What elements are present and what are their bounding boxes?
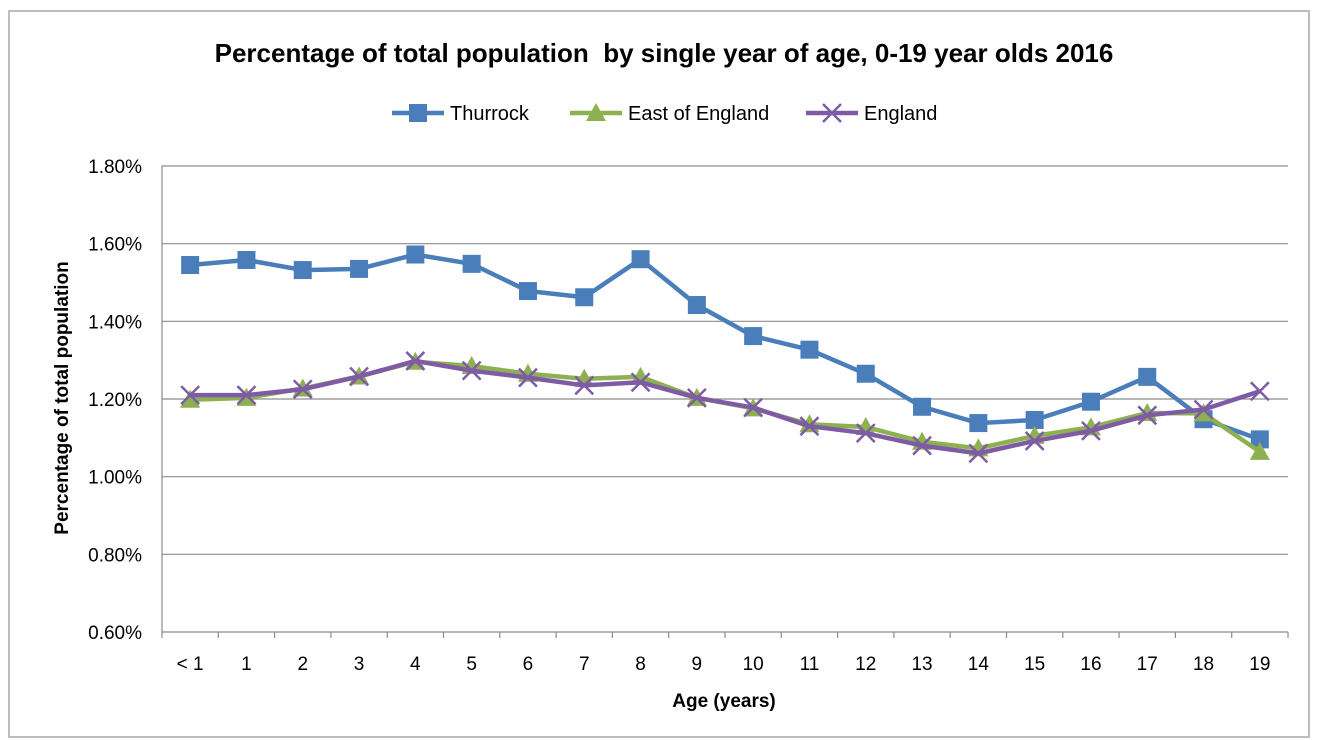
legend-item: East of England: [570, 103, 769, 125]
x-tick-label: 13: [911, 654, 932, 675]
data-point-square: [406, 245, 425, 264]
x-tick-label: 11: [800, 654, 820, 675]
x-tick-label: 15: [1024, 654, 1045, 675]
x-tick-label: 17: [1137, 654, 1158, 675]
data-point-x: [236, 385, 257, 406]
legend-label: Thurrock: [450, 103, 530, 125]
legend-label: England: [864, 103, 937, 125]
data-point-triangle: [180, 389, 201, 408]
data-point-square: [1081, 392, 1100, 411]
data-point-x: [1193, 399, 1214, 420]
gridlines: [161, 165, 1288, 633]
data-point-square: [237, 250, 256, 269]
data-point-x: [1081, 420, 1101, 441]
data-point-square: [856, 364, 875, 383]
data-point-x: [1249, 381, 1270, 402]
data-point-x: [912, 435, 932, 456]
data-point-x: [743, 397, 764, 418]
data-point-square: [744, 327, 763, 346]
series-east-of-england: [180, 351, 1270, 460]
data-point-square: [181, 256, 200, 275]
data-point-x: [574, 375, 595, 396]
series-group: [180, 245, 1270, 464]
x-axis: < 1 1 2 3 4 5 6 7 8 9 10 11 12 13 14 15 16 17 18 19: [161, 632, 1289, 675]
data-point-square: [1025, 410, 1044, 429]
data-point-square: [575, 288, 594, 307]
y-tick-label: 1.00%: [88, 468, 142, 489]
x-tick-label: 16: [1080, 654, 1101, 675]
data-point-square: [969, 414, 988, 433]
data-point-square: [518, 282, 537, 301]
chart-title: Percentage of total population by single…: [215, 38, 1114, 68]
data-point-square: [350, 259, 369, 278]
data-point-triangle: [574, 368, 595, 387]
x-tick-label: 7: [579, 654, 590, 675]
series-line: [190, 358, 1261, 456]
y-tick-label: 0.80%: [88, 545, 142, 566]
data-point-triangle: [1249, 441, 1270, 460]
x-tick-label: 3: [354, 654, 365, 675]
data-point-x: [518, 367, 538, 388]
legend-label: East of England: [628, 103, 769, 125]
data-point-x: [1137, 405, 1158, 426]
x-tick-label: 10: [743, 654, 764, 675]
x-tick-label: 8: [635, 654, 646, 675]
data-point-square: [913, 397, 932, 416]
data-point-square: [293, 261, 312, 280]
data-point-square: [1250, 430, 1269, 449]
data-point-triangle: [1193, 403, 1214, 422]
series-thurrock: [181, 245, 1269, 449]
data-point-x: [968, 443, 989, 464]
data-point-square: [1138, 367, 1157, 386]
x-tick-label: 1: [241, 654, 252, 675]
x-tick-label: 5: [466, 654, 477, 675]
y-tick-label: 1.60%: [88, 235, 142, 256]
data-point-x: [799, 416, 820, 437]
y-tick-label: 1.80%: [88, 157, 142, 178]
legend: Thurrock East of England England: [392, 103, 937, 125]
x-tick-label: 6: [523, 654, 534, 675]
data-point-x: [180, 385, 201, 406]
x-tick-label: 2: [297, 654, 308, 675]
data-point-x: [630, 372, 651, 393]
x-tick-label: 4: [410, 654, 421, 675]
data-point-square: [409, 104, 427, 122]
x-tick-label: 12: [855, 654, 876, 675]
x-axis-title: Age (years): [672, 691, 776, 712]
data-point-x: [855, 423, 876, 444]
y-tick-label: 0.60%: [88, 623, 142, 644]
series-england: [180, 351, 1270, 464]
data-point-square: [800, 340, 819, 359]
data-point-x: [822, 103, 842, 123]
x-tick-label: < 1: [177, 654, 204, 675]
y-axis-ticks: 0.60% 0.80% 1.00% 1.20% 1.40% 1.60% 1.80%: [88, 157, 142, 644]
x-tick-label: 14: [968, 654, 990, 675]
data-point-x: [349, 366, 369, 387]
series-line: [189, 252, 1261, 442]
data-point-square: [631, 250, 650, 269]
legend-item: England: [806, 103, 937, 125]
data-point-square: [687, 296, 706, 315]
chart-frame: [8, 10, 1310, 738]
x-tick-label: 19: [1249, 654, 1270, 675]
data-point-x: [686, 387, 707, 408]
data-point-square: [462, 254, 481, 273]
data-point-x: [1024, 431, 1045, 451]
data-point-x: [292, 379, 313, 400]
data-point-x: [461, 360, 482, 381]
x-tick-label: 9: [692, 654, 703, 675]
x-tick-label: 18: [1193, 654, 1214, 675]
y-axis-title: Percentage of total population: [52, 261, 73, 534]
y-tick-label: 1.40%: [88, 312, 142, 333]
data-point-triangle: [586, 103, 606, 121]
data-point-x: [405, 351, 426, 371]
y-tick-label: 1.20%: [88, 390, 142, 411]
legend-item: Thurrock: [392, 103, 530, 125]
